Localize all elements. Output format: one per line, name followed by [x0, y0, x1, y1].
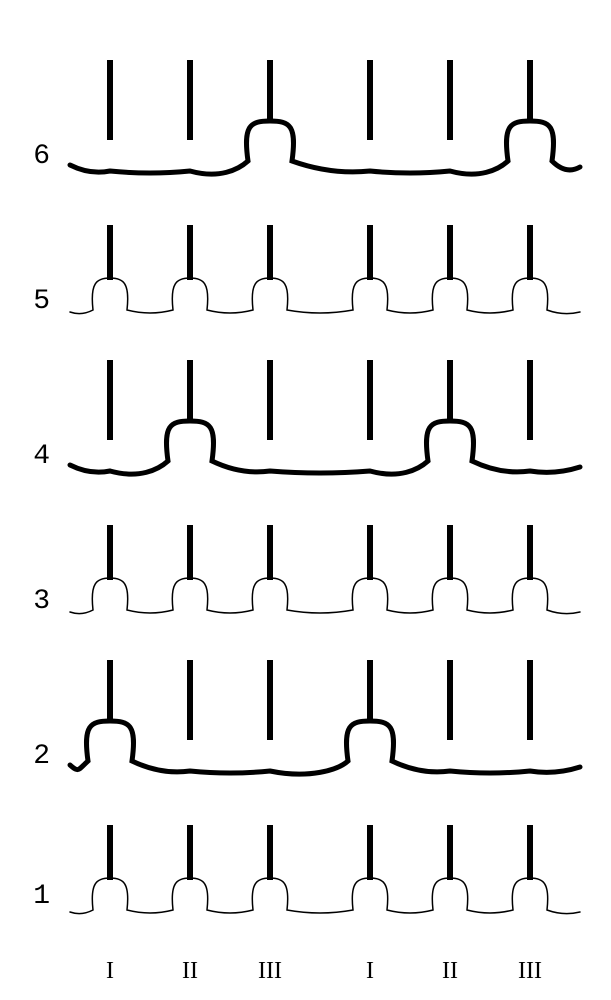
- col-label: I: [340, 958, 400, 985]
- row-label: 3: [10, 586, 50, 617]
- row-label: 1: [10, 881, 50, 912]
- col-label: III: [500, 958, 560, 985]
- col-label: I: [80, 958, 140, 985]
- yarn-thick: [70, 421, 580, 474]
- yarn-thin: [70, 278, 580, 314]
- col-label: III: [240, 958, 300, 985]
- row-label: 2: [10, 741, 50, 772]
- yarn-thin: [70, 878, 580, 914]
- knitting-diagram: [0, 0, 611, 1000]
- yarn-thin: [70, 578, 580, 614]
- yarn-thick: [70, 121, 580, 174]
- row-label: 4: [10, 441, 50, 472]
- yarn-thick: [70, 721, 580, 774]
- row-label: 6: [10, 141, 50, 172]
- col-label: II: [160, 958, 220, 985]
- col-label: II: [420, 958, 480, 985]
- row-label: 5: [10, 286, 50, 317]
